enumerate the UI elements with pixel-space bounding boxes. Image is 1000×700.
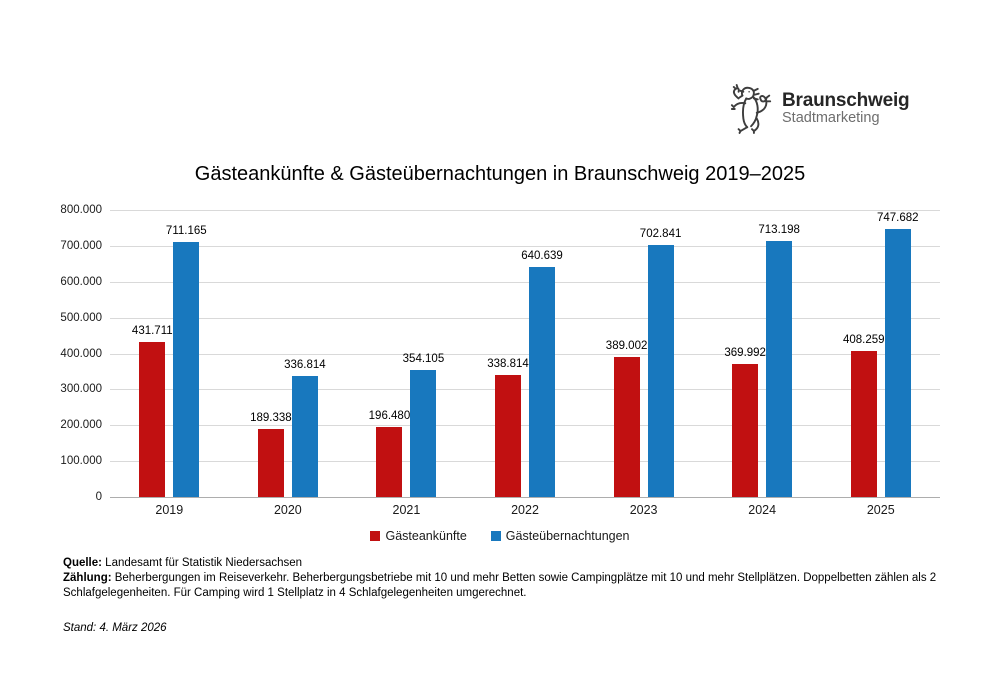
y-tick-label: 400.000 [60, 347, 102, 360]
bar-gaesteuebernachtungen-2024: 713.198 [758, 224, 800, 497]
source-line: Quelle: Landesamt für Statistik Niedersa… [63, 556, 947, 571]
gridline [110, 210, 940, 211]
legend-swatch-red-icon [370, 531, 381, 541]
x-tick-label-2021: 2021 [392, 503, 421, 517]
braunschweig-lion-icon [730, 84, 772, 134]
bar-value-label: 711.165 [165, 224, 207, 237]
bar-group-2023: 389.002 702.841 [584, 210, 703, 497]
legend: Gästeankünfte Gästeübernachtungen [0, 529, 1000, 543]
bar-value-label: 747.682 [876, 211, 919, 224]
bar-value-label: 354.105 [402, 352, 445, 365]
y-tick-label: 700.000 [60, 239, 102, 252]
y-tick-label: 800.000 [60, 204, 102, 216]
legend-label: Gästeankünfte [385, 529, 467, 543]
logo-subtitle: Stadtmarketing [782, 110, 880, 126]
bar-value-label: 189.338 [250, 412, 292, 425]
bar-group-2021: 196.480 354.105 [347, 210, 466, 497]
logo-name: Braunschweig [782, 90, 910, 112]
bar-value-label: 640.639 [521, 250, 563, 263]
bar-group-2024: 369.992 713.198 [703, 210, 822, 497]
gridline [110, 425, 940, 427]
bar-groups: 431.711 711.165 189.338 336.814 196.480 354.1… [110, 210, 940, 497]
bar-gaesteuebernachtungen-2019: 711.165 [166, 225, 207, 497]
x-tick-label-2019: 2019 [155, 503, 184, 517]
legend-item-gaesteuebernachtungen: Gästeübernachtungen [490, 529, 630, 543]
braunschweig-stadtmarketing-logo: Braunschweig Stadtmarketing [729, 84, 910, 134]
x-tick-label-2020: 2020 [273, 503, 302, 517]
bar-value-label: 702.841 [639, 227, 682, 240]
y-tick-label: 500.000 [60, 311, 102, 324]
source-text: Landesamt für Statistik Niedersachsen [101, 557, 303, 569]
source-label: Quelle: [63, 557, 102, 569]
bar-value-label: 336.814 [284, 359, 326, 372]
stand-date: Stand: 4. März 2026 [63, 622, 167, 634]
bar-group-2022: 338.814 640.639 [466, 210, 585, 497]
legend-label: Gästeübernachtungen [505, 529, 630, 543]
bar-group-2020: 189.338 336.814 [229, 210, 348, 497]
method-line: Zählung: Beherbergungen im Reiseverkehr.… [63, 571, 947, 601]
bar-gaesteuebernachtungen-2022: 640.639 [521, 250, 563, 497]
bar-value-label: 196.480 [368, 409, 411, 422]
bar-gaesteankuenfte-2020: 189.338 [250, 412, 292, 497]
legend-item-gaesteankuenfte: Gästeankünfte [370, 529, 467, 543]
gridline [110, 317, 940, 319]
y-tick-label: 200.000 [60, 419, 102, 432]
y-axis: 0 100.000 200.000 300.000 400.000 500.000 600.… [40, 204, 102, 503]
bar-value-label: 338.814 [487, 358, 529, 371]
bar-value-label: 408.259 [842, 333, 885, 346]
bar-gaesteankuenfte-2019: 431.711 [132, 325, 173, 497]
gridline [110, 389, 940, 391]
bar-gaesteuebernachtungen-2021: 354.105 [403, 353, 444, 497]
y-tick-label: 600.000 [60, 275, 102, 288]
bar-gaesteankuenfte-2023: 389.002 [606, 340, 647, 497]
x-axis: 2019 2020 2021 2022 2023 2024 2025 [110, 503, 940, 517]
legend-swatch-blue-icon [490, 531, 501, 541]
y-tick-label: 0 [95, 491, 102, 503]
y-tick-label: 300.000 [60, 383, 102, 396]
bar-gaesteankuenfte-2024: 369.992 [724, 347, 766, 497]
bar-value-label: 713.198 [758, 224, 800, 237]
bar-group-2019: 431.711 711.165 [110, 210, 229, 497]
chart-title: Gästeankünfte & Gästeübernachtungen in B… [194, 163, 806, 185]
bar-gaesteuebernachtungen-2023: 702.841 [640, 228, 681, 497]
method-label: Zählung: [63, 572, 112, 584]
bar-gaesteankuenfte-2021: 196.480 [369, 410, 410, 497]
y-tick-label: 100.000 [60, 455, 102, 468]
plot-area: 431.711 711.165 189.338 336.814 196.480 354.1… [110, 210, 940, 498]
x-tick-label-2025: 2025 [866, 503, 895, 517]
bar-gaesteankuenfte-2025: 408.259 [843, 334, 885, 497]
bar-gaesteankuenfte-2022: 338.814 [487, 358, 529, 497]
logo-text: Braunschweig Stadtmarketing [782, 90, 910, 127]
x-tick-label-2024: 2024 [748, 503, 777, 517]
gridline [110, 281, 940, 283]
bar-gaesteuebernachtungen-2025: 747.682 [877, 212, 919, 497]
footer-notes: Quelle: Landesamt für Statistik Niedersa… [63, 556, 947, 601]
gridline [110, 461, 940, 463]
bar-group-2025: 408.259 747.682 [821, 210, 940, 497]
gridline [110, 245, 940, 247]
method-text: Beherbergungen im Reiseverkehr. Beherber… [63, 572, 937, 599]
bar-gaesteuebernachtungen-2020: 336.814 [284, 359, 326, 497]
bar-value-label: 431.711 [131, 325, 173, 338]
gridline [110, 353, 940, 355]
x-axis-line [110, 497, 940, 498]
x-tick-label-2022: 2022 [511, 503, 539, 517]
bar-value-label: 369.992 [724, 347, 766, 360]
x-tick-label-2023: 2023 [629, 503, 658, 517]
bar-value-label: 389.002 [605, 340, 648, 353]
